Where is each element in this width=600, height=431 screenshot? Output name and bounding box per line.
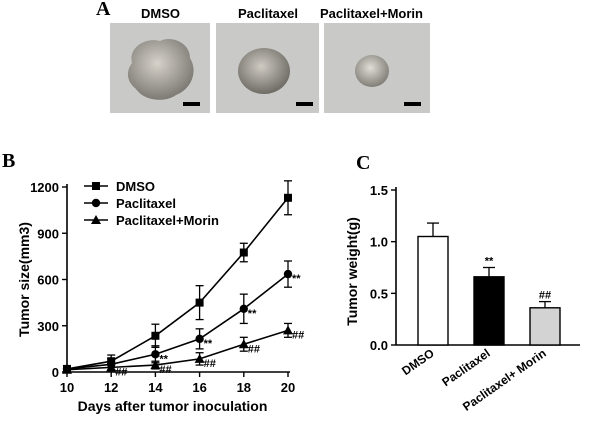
data-point xyxy=(238,339,249,349)
y-tick-label: 0.0 xyxy=(370,338,388,353)
data-point xyxy=(239,304,248,313)
significance-mark: ## xyxy=(204,358,216,370)
legend-marker xyxy=(91,215,101,224)
data-point xyxy=(194,353,205,363)
data-point xyxy=(195,334,204,344)
data-point xyxy=(151,331,160,340)
y-tick-label: 1.0 xyxy=(370,235,388,250)
scale-bar xyxy=(296,102,313,106)
y-tick-label: 300 xyxy=(37,319,59,334)
x-tick-label: 10 xyxy=(60,380,74,395)
tumor-shape-paclitaxel xyxy=(238,48,290,94)
bar xyxy=(473,276,505,346)
significance-mark: ** xyxy=(292,273,301,285)
data-point xyxy=(106,362,117,372)
photo-label-paclitaxel-morin: Paclitaxel+Morin xyxy=(320,6,423,21)
x-tick-label: 20 xyxy=(281,380,295,395)
x-tick-label: 12 xyxy=(104,380,118,395)
significance-mark: ** xyxy=(204,338,213,350)
bar xyxy=(417,235,449,346)
data-point xyxy=(62,364,72,374)
y-axis-label: Tumor weight(g) xyxy=(344,217,360,326)
y-tick-label: 1200 xyxy=(30,180,59,195)
panel-a-label: A xyxy=(96,0,111,20)
x-tick-label: 14 xyxy=(148,380,163,395)
data-point xyxy=(239,248,248,257)
legend-marker xyxy=(91,198,101,208)
legend-label: Paclitaxel+Morin xyxy=(116,213,219,228)
series-line-0 xyxy=(66,197,289,370)
y-axis-label: Tumor size(mm3) xyxy=(16,222,32,337)
significance-mark: ## xyxy=(539,290,551,302)
x-tick-label: 18 xyxy=(237,380,251,395)
scale-bar xyxy=(404,102,421,106)
y-tick-label: 0.5 xyxy=(370,286,388,301)
significance-mark: ** xyxy=(485,256,494,268)
x-tick-label: 16 xyxy=(192,380,206,395)
x-axis-label: Days after tumor inoculation xyxy=(78,398,268,414)
significance-mark: ## xyxy=(115,366,127,378)
x-tick-label: DMSO xyxy=(399,346,437,378)
y-tick-label: 1.5 xyxy=(370,183,388,198)
x-tick-label: Paclitaxel xyxy=(439,346,492,389)
bar xyxy=(529,307,561,346)
data-point xyxy=(283,325,293,335)
series-line-1 xyxy=(66,273,289,370)
panel-c-label: C xyxy=(356,152,371,174)
y-tick-label: 0 xyxy=(52,365,59,380)
data-point xyxy=(284,193,292,202)
photo-label-dmso: DMSO xyxy=(141,6,180,21)
data-point xyxy=(195,298,204,307)
significance-mark: ## xyxy=(292,329,304,341)
tumor-shape-dmso xyxy=(127,38,194,100)
data-point xyxy=(283,269,293,279)
legend-label: Paclitaxel xyxy=(116,196,176,211)
series-line-2 xyxy=(66,329,289,371)
significance-mark: ** xyxy=(248,308,257,320)
tumor-photo-dmso xyxy=(110,23,210,113)
scale-bar xyxy=(183,102,200,106)
y-tick-label: 900 xyxy=(37,226,59,241)
panel-b-label: B xyxy=(2,150,16,172)
photo-label-paclitaxel: Paclitaxel xyxy=(238,6,298,21)
significance-mark: ## xyxy=(248,343,260,355)
tumor-photo-paclitaxel-morin xyxy=(324,23,430,113)
y-tick-label: 600 xyxy=(37,273,59,288)
tumor-shape-paclitaxel-morin xyxy=(355,55,389,87)
legend-label: DMSO xyxy=(116,179,155,194)
data-point xyxy=(151,350,160,359)
data-point xyxy=(150,360,161,370)
tumor-photo-paclitaxel xyxy=(216,23,319,113)
legend-marker xyxy=(92,182,100,190)
significance-mark: ## xyxy=(159,364,171,376)
significance-mark: ** xyxy=(159,353,168,365)
